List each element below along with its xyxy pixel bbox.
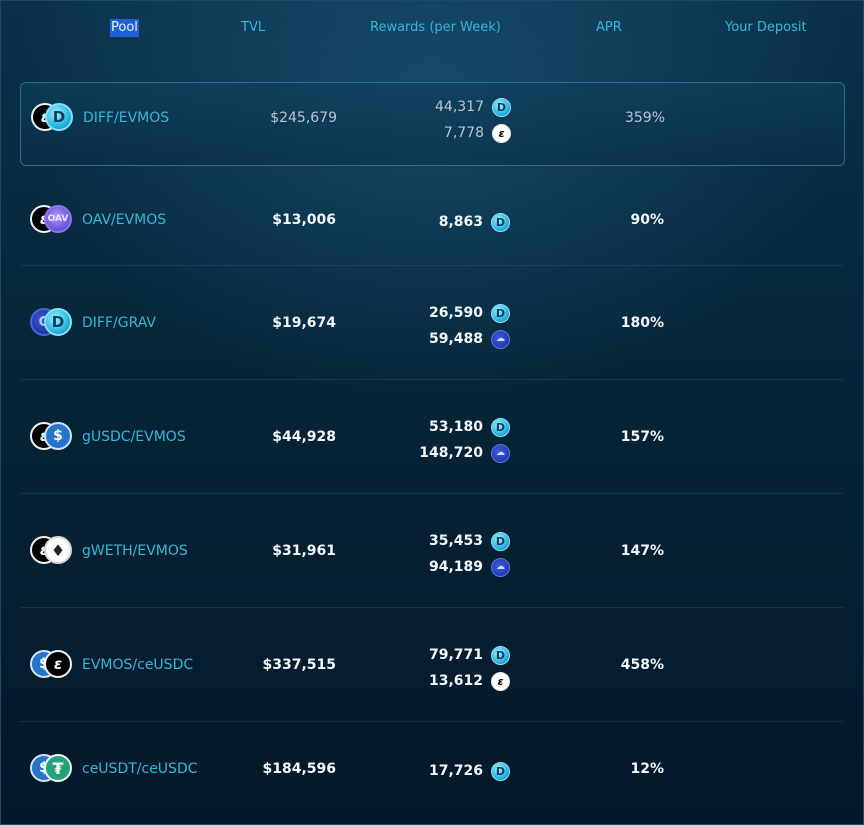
reward-item: 35,453 D xyxy=(429,531,510,551)
token-pair-icons: ɛ D xyxy=(31,103,77,135)
diff-icon: D xyxy=(491,212,510,232)
eth-icon: ♦ xyxy=(44,536,72,564)
pool-tvl: $184,596 xyxy=(262,761,336,777)
reward-amount: 17,726 xyxy=(428,763,483,779)
row-divider xyxy=(20,379,843,380)
pool-row-diff-evmos[interactable]: ɛ D DIFF/EVMOS $245,679 44,317 D 7,778 ɛ… xyxy=(20,82,845,166)
header-your-deposit[interactable]: Your Deposit xyxy=(725,20,807,35)
pool-name[interactable]: EVMOS/ceUSDC xyxy=(82,657,194,673)
diff-icon: D xyxy=(44,308,72,336)
reward-amount: 35,453 xyxy=(428,533,483,549)
usdt-icon: ₮ xyxy=(44,754,72,782)
reward-item: 53,180 D xyxy=(429,417,510,437)
reward-item: 94,189 ☁ xyxy=(429,557,510,577)
token-pair-icons: ɛ $ xyxy=(30,422,76,454)
pool-tvl: $31,961 xyxy=(272,543,336,559)
reward-item: 26,590 D xyxy=(429,303,510,323)
diff-icon: D xyxy=(491,417,510,437)
diff-icon: D xyxy=(492,97,511,117)
reward-amount: 26,590 xyxy=(428,305,483,321)
pool-tvl: $245,679 xyxy=(270,110,337,126)
reward-item: 59,488 ☁ xyxy=(429,329,510,349)
row-divider xyxy=(20,721,843,722)
diff-icon: D xyxy=(491,761,510,781)
reward-item: 17,726 D xyxy=(429,761,510,781)
token-pair-icons: G D xyxy=(30,308,76,340)
pool-apr: 12% xyxy=(630,761,664,777)
pool-name[interactable]: OAV/EVMOS xyxy=(82,212,167,228)
reward-item: 7,778 ɛ xyxy=(444,123,511,143)
reward-item: 148,720 ☁ xyxy=(419,443,510,463)
header-apr[interactable]: APR xyxy=(596,20,622,35)
pool-name[interactable]: gUSDC/EVMOS xyxy=(82,429,186,445)
diff-icon: D xyxy=(45,103,73,131)
reward-amount: 59,488 xyxy=(428,331,483,347)
reward-amount: 148,720 xyxy=(419,445,483,461)
reward-amount: 8,863 xyxy=(438,214,483,230)
diff-icon: D xyxy=(491,531,510,551)
pool-apr: 157% xyxy=(620,429,664,445)
pool-apr: 359% xyxy=(624,110,665,126)
pool-row-oav-evmos[interactable]: ɛ OAV OAV/EVMOS $13,006 8,863 D 90% xyxy=(20,173,843,265)
token-pair-icons: $ ɛ xyxy=(30,650,76,682)
diff-icon: D xyxy=(491,303,510,323)
pool-name[interactable]: DIFF/GRAV xyxy=(82,315,156,331)
reward-amount: 13,612 xyxy=(428,673,483,689)
evmos-icon: ɛ xyxy=(491,671,510,691)
reward-item: 13,612 ɛ xyxy=(429,671,510,691)
grav-icon: ☁ xyxy=(491,557,510,577)
pool-apr: 147% xyxy=(620,543,664,559)
pool-name[interactable]: ceUSDT/ceUSDC xyxy=(82,761,198,777)
oav-icon: OAV xyxy=(44,205,72,233)
pool-apr: 90% xyxy=(630,212,664,228)
usdc-icon: $ xyxy=(44,422,72,450)
evmos-icon: ɛ xyxy=(44,650,72,678)
pool-name[interactable]: gWETH/EVMOS xyxy=(82,543,188,559)
header-tvl[interactable]: TVL xyxy=(241,20,266,35)
reward-amount: 94,189 xyxy=(428,559,483,575)
pool-row-gusdc-evmos[interactable]: ɛ $ gUSDC/EVMOS $44,928 53,180 D 148,720… xyxy=(20,391,843,491)
reward-item: 8,863 D xyxy=(439,212,510,232)
pool-apr: 180% xyxy=(620,315,664,331)
header-rewards[interactable]: Rewards (per Week) xyxy=(370,20,501,35)
token-pair-icons: $ ₮ xyxy=(30,754,76,786)
pool-row-ceusdt-ceusdc[interactable]: $ ₮ ceUSDT/ceUSDC $184,596 17,726 D 12% xyxy=(20,733,843,813)
reward-amount: 7,778 xyxy=(443,125,484,141)
pool-row-diff-grav[interactable]: G D DIFF/GRAV $19,674 26,590 D 59,488 ☁ … xyxy=(20,277,843,377)
reward-amount: 53,180 xyxy=(428,419,483,435)
row-divider xyxy=(20,607,843,608)
pool-tvl: $13,006 xyxy=(272,212,336,228)
pool-apr: 458% xyxy=(620,657,664,673)
grav-icon: ☁ xyxy=(491,443,510,463)
grav-icon: ☁ xyxy=(491,329,510,349)
pool-tvl: $337,515 xyxy=(262,657,336,673)
pool-row-gweth-evmos[interactable]: ɛ ♦ gWETH/EVMOS $31,961 35,453 D 94,189 … xyxy=(20,505,843,605)
evmos-icon: ɛ xyxy=(492,123,511,143)
row-divider xyxy=(20,265,843,266)
token-pair-icons: ɛ OAV xyxy=(30,205,76,237)
token-pair-icons: ɛ ♦ xyxy=(30,536,76,568)
pool-tvl: $44,928 xyxy=(272,429,336,445)
pool-tvl: $19,674 xyxy=(272,315,336,331)
pool-name[interactable]: DIFF/EVMOS xyxy=(83,110,170,126)
table-header: Pool TVL Rewards (per Week) APR Your Dep… xyxy=(1,19,863,39)
reward-amount: 44,317 xyxy=(435,99,484,115)
reward-item: 79,771 D xyxy=(429,645,510,665)
reward-item: 44,317 D xyxy=(435,97,511,117)
row-divider xyxy=(20,493,843,494)
diff-icon: D xyxy=(491,645,510,665)
reward-amount: 79,771 xyxy=(428,647,483,663)
pool-row-evmos-ceusdc[interactable]: $ ɛ EVMOS/ceUSDC $337,515 79,771 D 13,61… xyxy=(20,619,843,719)
header-pool[interactable]: Pool xyxy=(110,19,139,37)
